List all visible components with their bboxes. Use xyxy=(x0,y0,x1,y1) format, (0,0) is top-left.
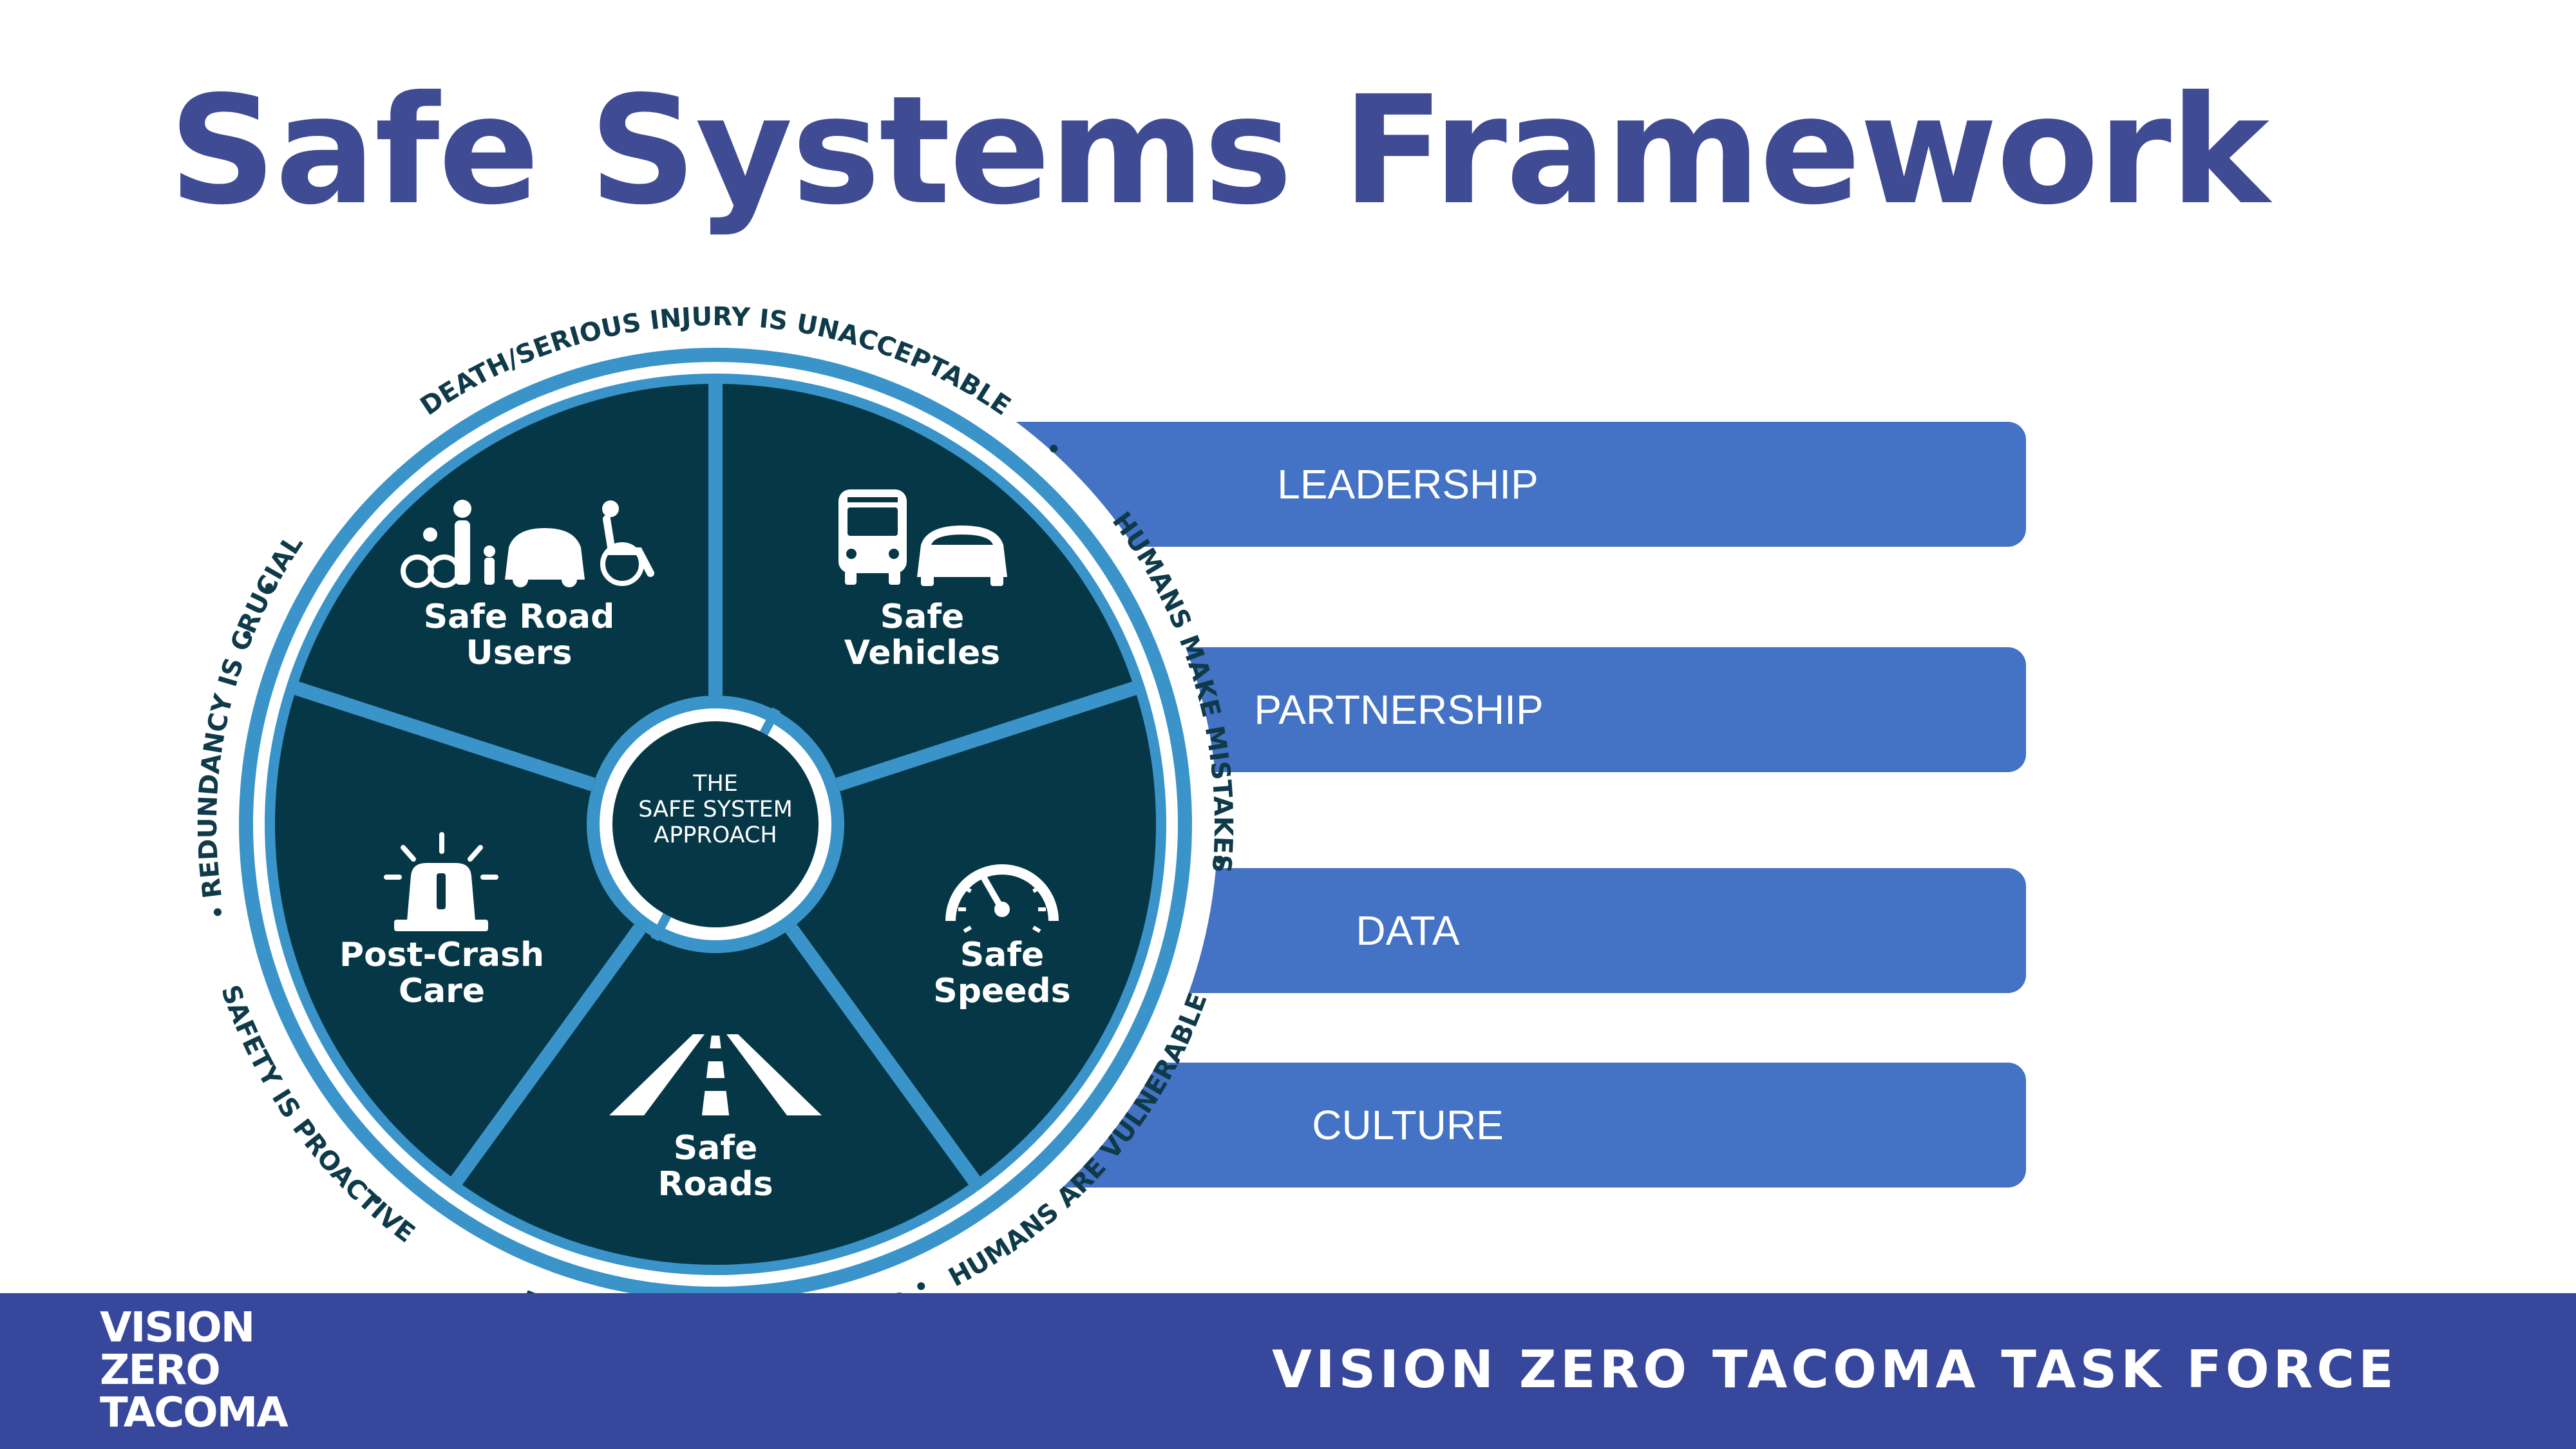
hub-center xyxy=(612,721,819,927)
segment-label-2: Safe xyxy=(880,598,964,636)
principle-separator-dot xyxy=(243,630,251,639)
principle-separator-dot xyxy=(1050,444,1058,453)
center-label-line: APPROACH xyxy=(654,822,777,848)
road-icon xyxy=(609,1034,822,1115)
pillar-bar-leadership xyxy=(966,422,2026,547)
segment-label-5: Care xyxy=(399,972,485,1010)
footer-band xyxy=(0,1293,2576,1449)
segment-label-3: Safe xyxy=(960,936,1044,974)
wheel-spoke xyxy=(448,924,646,1188)
vision-zero-logo: VISION ZERO TACOMA xyxy=(100,1307,319,1436)
pillar-label-partnership: PARTNERSHIP xyxy=(1254,687,1543,733)
footer-title: VISION ZERO TACOMA TASK FORCE xyxy=(1272,1340,2398,1399)
road-users-icon xyxy=(401,500,654,588)
pillar-label-leadership: LEADERSHIP xyxy=(1277,461,1538,507)
pillar-bars: LEADERSHIP PARTNERSHIP DATA CULTURE xyxy=(966,422,2026,1188)
siren-icon xyxy=(384,832,498,931)
segment-label-5: Post-Crash xyxy=(339,936,544,974)
pillar-bar-partnership xyxy=(966,647,2026,772)
segment-label-3: Speeds xyxy=(933,972,1070,1010)
principle-separator-dot xyxy=(1216,855,1224,864)
pillar-label-data: DATA xyxy=(1356,907,1460,954)
segment-label-4: Safe xyxy=(674,1129,757,1168)
principle-separator-dot xyxy=(213,908,222,916)
page-title: Safe Systems Framework xyxy=(169,64,2269,238)
hub-gap-lower xyxy=(650,913,672,942)
principle-separator-dot xyxy=(373,1196,381,1204)
wheel-spoke xyxy=(785,924,983,1188)
logo-line-3: TACOMA xyxy=(100,1389,289,1437)
segment-label-4: Roads xyxy=(658,1165,773,1204)
pillar-bar-culture xyxy=(966,1063,2026,1188)
vehicles-icon xyxy=(838,489,1007,586)
segment-label-1: Users xyxy=(466,634,572,672)
hub-gap-upper xyxy=(759,707,781,736)
logo-line-1: VISION xyxy=(100,1304,255,1352)
speedometer-icon xyxy=(945,864,1059,933)
center-label-line: THE xyxy=(692,771,738,797)
principle-separator-dot xyxy=(917,1282,925,1291)
wheel-spoke xyxy=(835,680,1141,791)
center-label-line: SAFE SYSTEM xyxy=(638,797,793,822)
pillar-label-culture: CULTURE xyxy=(1312,1102,1504,1148)
segment-label-1: Safe Road xyxy=(424,598,615,636)
segment-label-2: Vehicles xyxy=(844,634,1000,672)
pillar-bar-data xyxy=(966,868,2026,993)
principle-separator-dot xyxy=(265,583,273,591)
wheel-spoke xyxy=(290,680,596,791)
logo-line-2: ZERO xyxy=(100,1347,221,1394)
